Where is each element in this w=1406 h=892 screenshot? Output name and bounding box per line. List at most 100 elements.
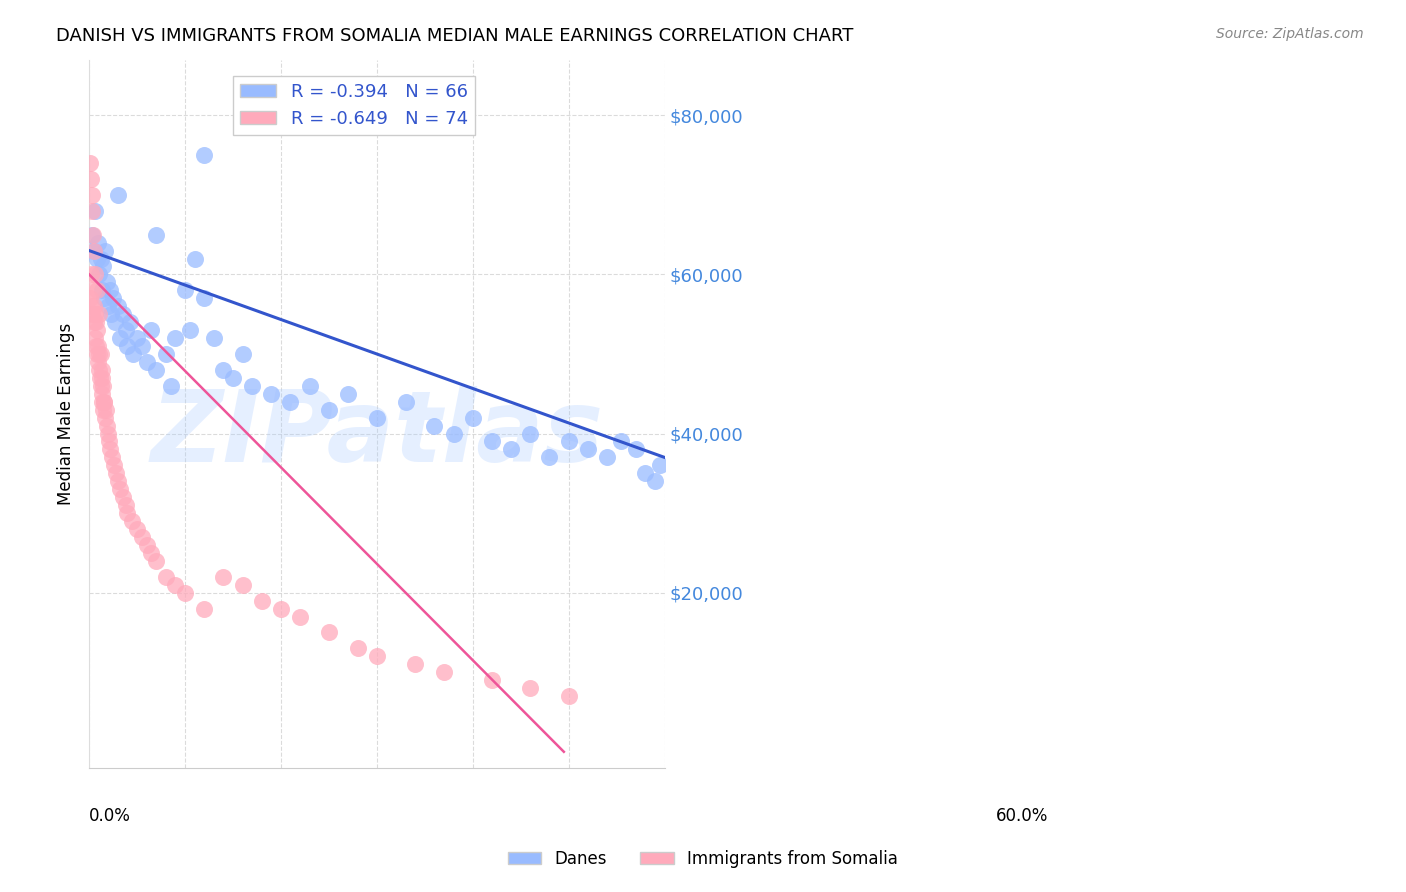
Point <box>557 434 579 449</box>
Point <box>86 347 108 361</box>
Point <box>100 307 122 321</box>
Point <box>79 291 101 305</box>
Point <box>86 339 108 353</box>
Point <box>131 530 153 544</box>
Text: 0.0%: 0.0% <box>89 806 131 824</box>
Point <box>93 394 115 409</box>
Point <box>93 379 115 393</box>
Point <box>90 252 112 266</box>
Point <box>120 315 142 329</box>
Point <box>576 442 599 457</box>
Point <box>86 355 108 369</box>
Point <box>318 402 340 417</box>
Point <box>107 187 129 202</box>
Point <box>538 450 561 465</box>
Point <box>83 244 105 258</box>
Point <box>145 363 167 377</box>
Point <box>93 291 115 305</box>
Point <box>111 307 134 321</box>
Point <box>96 418 118 433</box>
Point <box>193 148 215 162</box>
Point <box>86 252 108 266</box>
Point <box>461 410 484 425</box>
Point <box>94 244 117 258</box>
Point <box>93 402 115 417</box>
Point <box>648 458 671 473</box>
Point <box>90 379 112 393</box>
Point <box>98 442 121 457</box>
Point <box>557 689 579 703</box>
Point <box>83 299 105 313</box>
Point <box>141 323 163 337</box>
Point <box>131 339 153 353</box>
Point <box>501 442 523 457</box>
Point <box>98 283 121 297</box>
Point <box>193 291 215 305</box>
Point <box>117 339 139 353</box>
Point <box>165 578 187 592</box>
Point <box>155 347 177 361</box>
Point <box>91 394 114 409</box>
Point <box>610 434 633 449</box>
Text: 60.0%: 60.0% <box>995 806 1049 824</box>
Point <box>212 363 235 377</box>
Point <box>93 394 115 409</box>
Point <box>82 283 104 297</box>
Point <box>86 283 108 297</box>
Point <box>87 347 110 361</box>
Point <box>644 475 666 489</box>
Point <box>83 244 105 258</box>
Point <box>174 585 197 599</box>
Point <box>84 315 107 329</box>
Point <box>80 307 103 321</box>
Point <box>93 260 115 274</box>
Point <box>87 363 110 377</box>
Point <box>101 291 124 305</box>
Point <box>122 347 145 361</box>
Point <box>96 276 118 290</box>
Point <box>145 554 167 568</box>
Point <box>280 394 302 409</box>
Point <box>80 187 103 202</box>
Point <box>96 402 118 417</box>
Point <box>94 410 117 425</box>
Point <box>193 601 215 615</box>
Point <box>270 601 292 615</box>
Point <box>519 681 541 695</box>
Point <box>366 649 388 664</box>
Point <box>84 339 107 353</box>
Point <box>155 570 177 584</box>
Point <box>135 355 157 369</box>
Point <box>83 203 105 218</box>
Point <box>121 514 143 528</box>
Point <box>125 331 148 345</box>
Point <box>97 426 120 441</box>
Point <box>108 482 131 496</box>
Point <box>135 538 157 552</box>
Y-axis label: Median Male Earnings: Median Male Earnings <box>58 323 75 505</box>
Point <box>231 578 253 592</box>
Point <box>433 665 456 680</box>
Text: ZIPatlas: ZIPatlas <box>150 386 603 483</box>
Point <box>260 386 283 401</box>
Point <box>83 268 105 282</box>
Point <box>114 323 136 337</box>
Point <box>98 434 121 449</box>
Point <box>174 283 197 297</box>
Point <box>481 673 503 688</box>
Text: DANISH VS IMMIGRANTS FROM SOMALIA MEDIAN MALE EARNINGS CORRELATION CHART: DANISH VS IMMIGRANTS FROM SOMALIA MEDIAN… <box>56 27 853 45</box>
Point <box>107 299 129 313</box>
Point <box>80 299 103 313</box>
Point <box>596 450 619 465</box>
Point <box>83 331 105 345</box>
Point <box>404 657 426 672</box>
Point <box>79 156 101 170</box>
Point <box>159 379 181 393</box>
Point <box>91 371 114 385</box>
Point <box>634 467 657 481</box>
Point <box>202 331 225 345</box>
Text: Source: ZipAtlas.com: Source: ZipAtlas.com <box>1216 27 1364 41</box>
Point <box>83 307 105 321</box>
Legend: Danes, Immigrants from Somalia: Danes, Immigrants from Somalia <box>502 844 904 875</box>
Point <box>519 426 541 441</box>
